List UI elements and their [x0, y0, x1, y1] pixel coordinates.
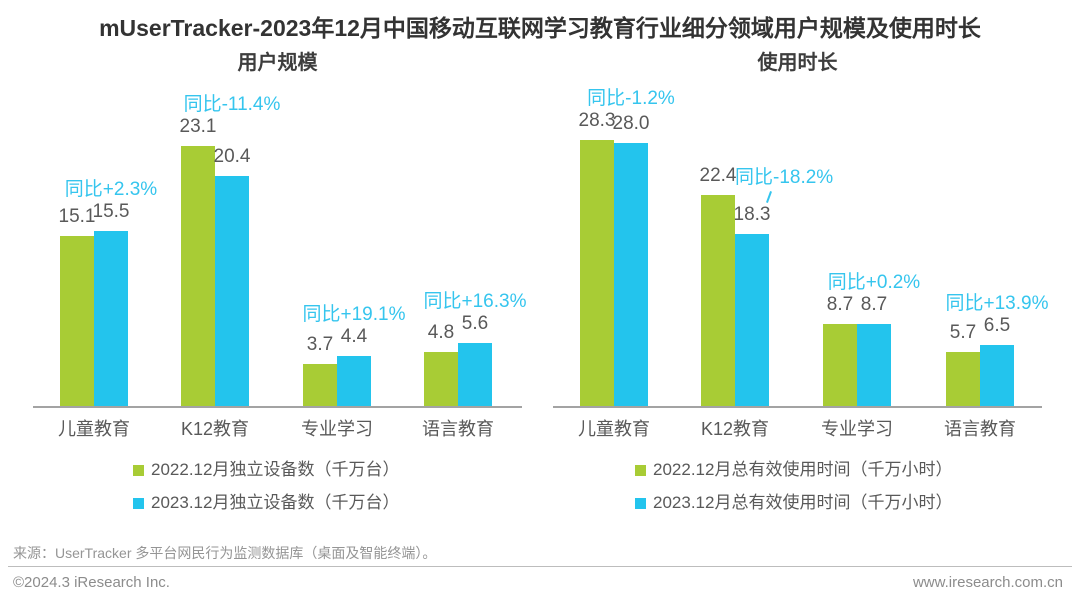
user-scale-value-label-2022-2: 3.7	[306, 334, 334, 355]
legend-item-2023-devices: 2023.12月独立设备数（千万台）	[133, 493, 399, 513]
usage-time-category-0: 儿童教育	[578, 419, 650, 439]
usage-time-value-label-2023-2: 8.7	[860, 294, 888, 315]
user-scale-value-label-2023-3: 5.6	[461, 313, 489, 334]
user-scale-category-3: 语言教育	[422, 419, 494, 439]
usage-time-value-label-2022-1: 22.4	[699, 165, 737, 186]
usage-time-bar-2022-1	[701, 195, 735, 406]
user-scale-yoy-label-3: 同比+16.3%	[423, 291, 527, 312]
legend-swatch-blue-icon	[133, 497, 144, 509]
user-scale-bar-2022-2	[303, 364, 337, 406]
chart-title-user-scale: 用户规模	[237, 52, 318, 74]
chart-title-usage-time: 使用时长	[757, 52, 838, 74]
x-axis-user-scale	[33, 406, 522, 408]
usage-time-yoy-label-3: 同比+13.9%	[945, 293, 1049, 314]
user-scale-bar-2023-0	[94, 231, 128, 406]
usage-time-value-label-2023-0: 28.0	[612, 113, 650, 134]
legend-item-2023-time: 2023.12月总有效使用时间（千万小时）	[635, 493, 952, 513]
user-scale-yoy-label-0: 同比+2.3%	[64, 179, 158, 200]
user-scale-bar-2022-3	[424, 352, 458, 406]
legend-swatch-blue-icon	[635, 497, 646, 509]
usage-time-yoy-leader-icon-1	[766, 191, 772, 203]
user-scale-category-2: 专业学习	[301, 419, 373, 439]
usage-time-bar-2022-2	[823, 324, 857, 406]
user-scale-yoy-label-1: 同比-11.4%	[183, 94, 281, 115]
legend-user-scale: 2022.12月独立设备数（千万台） 2023.12月独立设备数（千万台）	[133, 460, 399, 513]
footer-divider	[8, 566, 1072, 567]
legend-label-2022-time: 2022.12月总有效使用时间（千万小时）	[653, 460, 953, 479]
usage-time-bar-2023-0	[614, 143, 648, 406]
usage-time-value-label-2023-3: 6.5	[983, 315, 1011, 336]
legend-swatch-green-icon	[635, 464, 646, 476]
legend-item-2022-devices: 2022.12月独立设备数（千万台）	[133, 460, 399, 480]
user-scale-category-1: K12教育	[180, 419, 250, 439]
usage-time-bar-2022-3	[946, 352, 980, 406]
usage-time-bar-2023-3	[980, 345, 1014, 406]
legend-label-2022-devices: 2022.12月独立设备数（千万台）	[151, 460, 400, 479]
usage-time-value-label-2023-1: 18.3	[733, 204, 771, 225]
usage-time-value-label-2022-2: 8.7	[826, 294, 854, 315]
user-scale-yoy-label-2: 同比+19.1%	[302, 304, 406, 325]
usage-time-yoy-label-1: 同比-18.2%	[735, 167, 834, 188]
source-note: 来源：UserTracker 多平台网民行为监测数据库（桌面及智能终端）。	[13, 545, 437, 561]
user-scale-bar-2023-2	[337, 356, 371, 406]
usage-time-value-label-2022-0: 28.3	[578, 110, 616, 131]
user-scale-value-label-2023-2: 4.4	[340, 326, 368, 347]
legend-swatch-green-icon	[133, 464, 144, 476]
copyright-text: ©2024.3 iResearch Inc.	[13, 574, 170, 591]
user-scale-category-0: 儿童教育	[58, 419, 130, 439]
user-scale-bar-2022-0	[60, 236, 94, 406]
usage-time-bar-2023-1	[735, 234, 769, 406]
user-scale-bar-2022-1	[181, 146, 215, 406]
usage-time-yoy-label-0: 同比-1.2%	[587, 88, 675, 109]
legend-label-2023-devices: 2023.12月独立设备数（千万台）	[151, 493, 400, 512]
user-scale-value-label-2023-0: 15.5	[92, 201, 130, 222]
usage-time-category-2: 专业学习	[821, 419, 893, 439]
usage-time-bar-2023-2	[857, 324, 891, 406]
usage-time-bar-2022-0	[580, 140, 614, 406]
legend-item-2022-time: 2022.12月总有效使用时间（千万小时）	[635, 460, 952, 480]
x-axis-usage-time	[553, 406, 1042, 408]
user-scale-value-label-2022-1: 23.1	[179, 116, 217, 137]
usage-time-category-3: 语言教育	[944, 419, 1016, 439]
user-scale-bar-2023-3	[458, 343, 492, 406]
user-scale-value-label-2022-3: 4.8	[427, 322, 455, 343]
usage-time-category-1: K12教育	[700, 419, 770, 439]
usage-time-value-label-2022-3: 5.7	[949, 322, 977, 343]
user-scale-bar-2023-1	[215, 176, 249, 406]
usage-time-yoy-label-2: 同比+0.2%	[827, 272, 921, 293]
page-title: mUserTracker-2023年12月中国移动互联网学习教育行业细分领域用户…	[99, 15, 981, 41]
user-scale-value-label-2023-1: 20.4	[213, 146, 251, 167]
legend-usage-time: 2022.12月总有效使用时间（千万小时） 2023.12月总有效使用时间（千万…	[635, 460, 952, 513]
user-scale-value-label-2022-0: 15.1	[58, 206, 96, 227]
website-url: www.iresearch.com.cn	[912, 574, 1063, 591]
legend-label-2023-time: 2023.12月总有效使用时间（千万小时）	[653, 493, 953, 512]
